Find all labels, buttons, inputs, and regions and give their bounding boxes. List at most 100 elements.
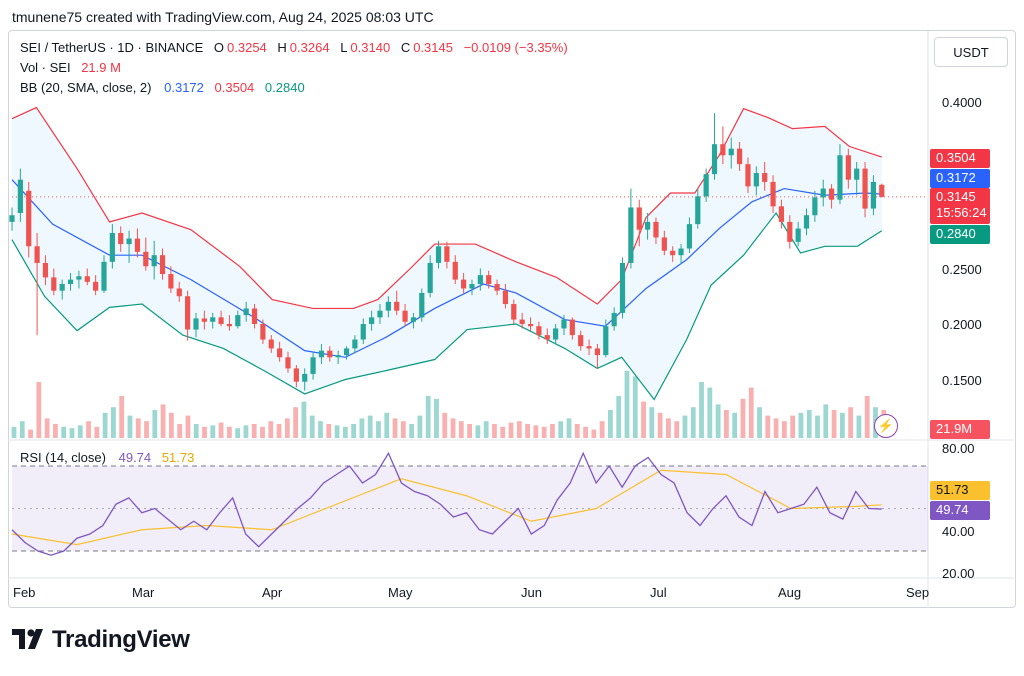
- candle-body: [369, 317, 375, 324]
- candle-body: [661, 237, 667, 251]
- candle-body: [737, 148, 743, 165]
- price-axis-label: 0.2500: [942, 262, 982, 277]
- candle-body: [653, 221, 659, 238]
- month-label: Apr: [262, 585, 283, 600]
- month-label: Mar: [132, 585, 155, 600]
- volume-bar: [566, 418, 572, 438]
- volume-bar: [533, 425, 539, 438]
- candle-body: [544, 335, 550, 340]
- candle-body: [168, 274, 174, 289]
- volume-bar: [831, 410, 837, 438]
- volume-bar: [226, 426, 232, 438]
- candle-body: [511, 304, 517, 320]
- volume-legend-label: Vol · SEI: [20, 60, 71, 75]
- volume-bar: [367, 415, 373, 438]
- rsi-ma-legend-value: 51.73: [161, 450, 195, 465]
- open-label: O: [213, 40, 225, 55]
- candle-body: [435, 246, 442, 263]
- candle-body: [611, 312, 617, 327]
- volume-bar: [500, 426, 506, 438]
- candle-body: [377, 310, 383, 318]
- rsi-axis-label: 80.00: [942, 441, 975, 456]
- candle-body: [578, 335, 584, 347]
- price-axis-label: 0.4000: [942, 95, 982, 110]
- rsi-legend-label: RSI (14, close): [20, 450, 106, 465]
- candle-body: [703, 174, 709, 197]
- volume-bar: [856, 415, 862, 438]
- volume-bar: [342, 426, 348, 438]
- candle-body: [343, 348, 350, 356]
- volume-bar: [823, 404, 829, 438]
- price-axis-label: 0.2000: [942, 317, 982, 332]
- price-axis-label: 0.1500: [942, 373, 982, 388]
- volume-bar: [400, 421, 406, 438]
- volume-bar: [574, 424, 580, 438]
- candle-body: [93, 281, 99, 291]
- volume-bar: [798, 412, 804, 438]
- candle-body: [176, 288, 182, 297]
- candle-body: [335, 355, 341, 358]
- last-price-value: 0.3145: [936, 189, 976, 204]
- volume-bar: [657, 412, 663, 438]
- volume-bar: [94, 426, 100, 438]
- volume-bar: [102, 412, 108, 438]
- volume-bar: [69, 428, 75, 438]
- candle-body: [134, 238, 141, 252]
- candle-body: [143, 251, 149, 267]
- candle-body: [636, 207, 642, 230]
- volume-bar: [19, 421, 25, 438]
- candle-body: [109, 232, 115, 262]
- candle-body: [59, 284, 65, 291]
- volume-legend: Vol · SEI 21.9 M: [20, 60, 124, 75]
- volume-bar: [235, 428, 241, 438]
- volume-bar: [599, 421, 605, 438]
- candle-body: [686, 224, 693, 249]
- volume-bar: [119, 396, 125, 438]
- volume-bar: [326, 424, 332, 438]
- candle-body: [310, 357, 316, 374]
- candle-body: [410, 317, 417, 322]
- alert-bolt-button[interactable]: ⚡: [874, 414, 898, 438]
- candle-body: [427, 262, 433, 293]
- volume-bar: [268, 421, 274, 438]
- candle-body: [9, 215, 15, 222]
- volume-bar: [53, 424, 58, 438]
- bb-lower-line: [11, 211, 883, 401]
- bb-basis-line: [11, 179, 882, 358]
- volume-bar: [848, 407, 854, 438]
- change-value: −0.0109 (−3.35%): [463, 40, 568, 55]
- candle-body: [151, 255, 157, 267]
- candle-body: [235, 315, 241, 327]
- volume-bar: [715, 404, 721, 438]
- bb-legend: BB (20, SMA, close, 2) 0.3172 0.3504 0.2…: [20, 80, 308, 95]
- volume-bar: [666, 418, 671, 438]
- candle-body: [569, 319, 575, 336]
- volume-bar: [36, 382, 42, 438]
- volume-bar: [44, 418, 50, 438]
- candle-body: [26, 190, 32, 247]
- bb-legend-label: BB (20, SMA, close, 2): [20, 80, 152, 95]
- volume-bar: [707, 387, 713, 438]
- currency-button[interactable]: USDT: [934, 37, 1008, 67]
- chart-attribution: tmunene75 created with TradingView.com, …: [12, 9, 434, 25]
- volume-bar: [475, 425, 481, 438]
- candle-body: [251, 308, 258, 324]
- volume-bar: [508, 422, 514, 438]
- bb-lower-value: 0.2840: [264, 80, 305, 95]
- high-value: 0.3264: [289, 40, 330, 55]
- candle-body: [879, 184, 885, 197]
- volume-bar: [608, 410, 613, 438]
- low-label: L: [340, 40, 348, 55]
- month-label: May: [388, 585, 413, 600]
- volume-bar: [790, 415, 796, 438]
- volume-bar: [723, 410, 729, 438]
- open-value: 0.3254: [227, 40, 267, 55]
- volume-bar: [251, 424, 257, 438]
- volume-bar: [748, 387, 754, 438]
- bb-upper-line: [11, 106, 882, 310]
- volume-bar: [516, 421, 522, 438]
- volume-bar: [815, 415, 820, 438]
- tradingview-logo: TradingView: [12, 626, 190, 654]
- volume-bar: [61, 426, 67, 438]
